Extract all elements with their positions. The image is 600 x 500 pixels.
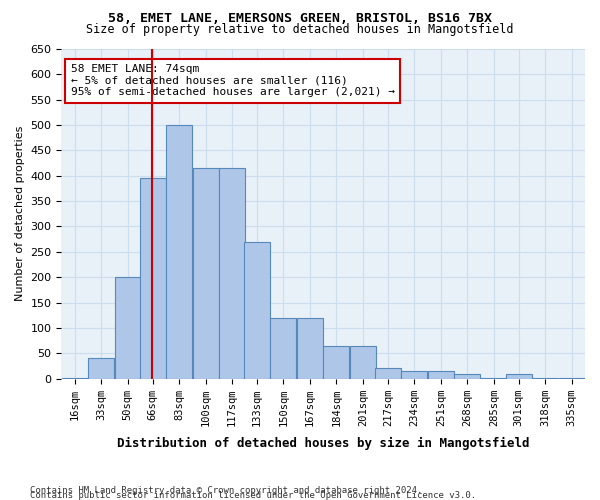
Bar (88, 358, 114, 378)
Bar (454, 374, 481, 378)
Bar (506, 374, 532, 378)
Bar (219, 168, 245, 378)
Bar (350, 346, 376, 378)
Text: Contains public sector information licensed under the Open Government Licence v3: Contains public sector information licen… (30, 491, 476, 500)
Bar (166, 125, 192, 378)
Bar (244, 242, 270, 378)
Bar (323, 346, 349, 378)
Y-axis label: Number of detached properties: Number of detached properties (15, 126, 25, 302)
Text: 58 EMET LANE: 74sqm
← 5% of detached houses are smaller (116)
95% of semi-detach: 58 EMET LANE: 74sqm ← 5% of detached hou… (71, 64, 395, 98)
Bar (193, 168, 218, 378)
Bar (271, 318, 296, 378)
Text: Size of property relative to detached houses in Mangotsfield: Size of property relative to detached ho… (86, 22, 514, 36)
Bar (297, 318, 323, 378)
Bar (140, 178, 166, 378)
Text: Contains HM Land Registry data © Crown copyright and database right 2024.: Contains HM Land Registry data © Crown c… (30, 486, 422, 495)
Bar (375, 368, 401, 378)
X-axis label: Distribution of detached houses by size in Mangotsfield: Distribution of detached houses by size … (117, 437, 529, 450)
Text: 58, EMET LANE, EMERSONS GREEN, BRISTOL, BS16 7BX: 58, EMET LANE, EMERSONS GREEN, BRISTOL, … (108, 12, 492, 26)
Bar (115, 277, 140, 378)
Bar (401, 371, 427, 378)
Bar (428, 371, 454, 378)
